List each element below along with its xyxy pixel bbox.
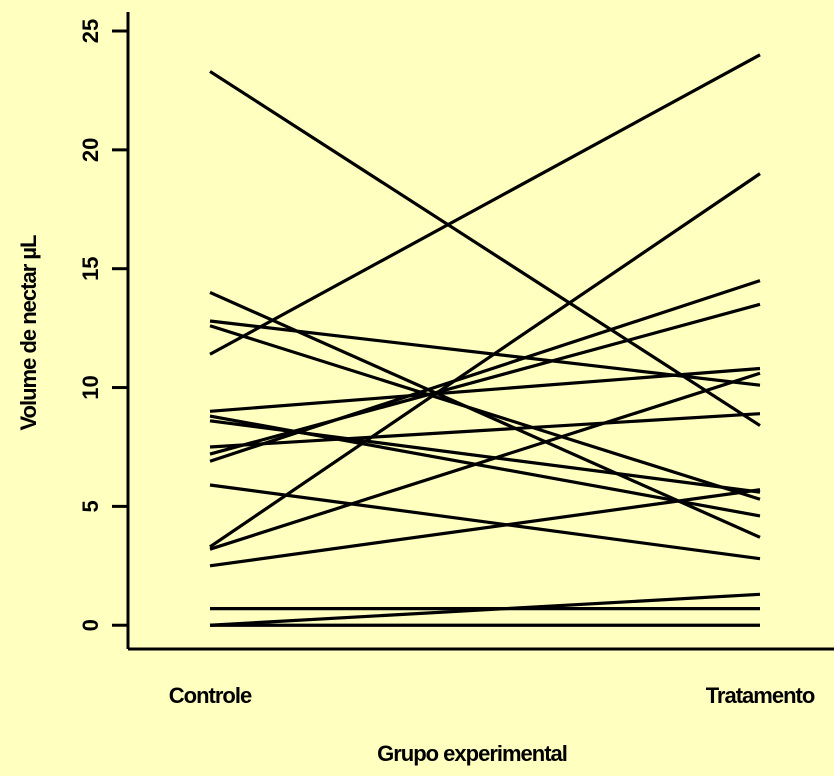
series-line-15 (209, 488, 761, 568)
y-tick-label-25: 25 (78, 19, 103, 43)
series-line-5 (209, 324, 761, 501)
series-line-9 (209, 412, 761, 449)
y-tick-label-0: 0 (78, 619, 103, 631)
series-line-12 (209, 483, 761, 561)
series-line-6 (209, 366, 761, 413)
series-line-1 (209, 70, 761, 427)
labels-layer: Controle Tratamento Grupo experimental V… (16, 235, 816, 766)
y-tick-label-20: 20 (78, 138, 103, 162)
y-axis-title: Volume de nectar µL (16, 235, 41, 431)
y-tick-label-5: 5 (78, 500, 103, 512)
series-line-2 (209, 53, 761, 356)
series-line-17 (209, 592, 761, 627)
axes-layer (126, 12, 834, 651)
ticks-layer: 0 5 10 15 20 25 (78, 19, 128, 631)
series-layer (209, 53, 761, 627)
x-category-label-tratamento: Tratamento (706, 683, 815, 708)
series-line-10 (209, 302, 761, 456)
y-tick-label-10: 10 (78, 375, 103, 399)
series-line-11 (209, 279, 761, 463)
x-axis-title: Grupo experimental (377, 741, 567, 766)
series-line-14 (209, 371, 761, 551)
x-category-label-controle: Controle (169, 683, 252, 708)
series-line-13 (209, 172, 761, 549)
y-tick-label-15: 15 (78, 256, 103, 280)
